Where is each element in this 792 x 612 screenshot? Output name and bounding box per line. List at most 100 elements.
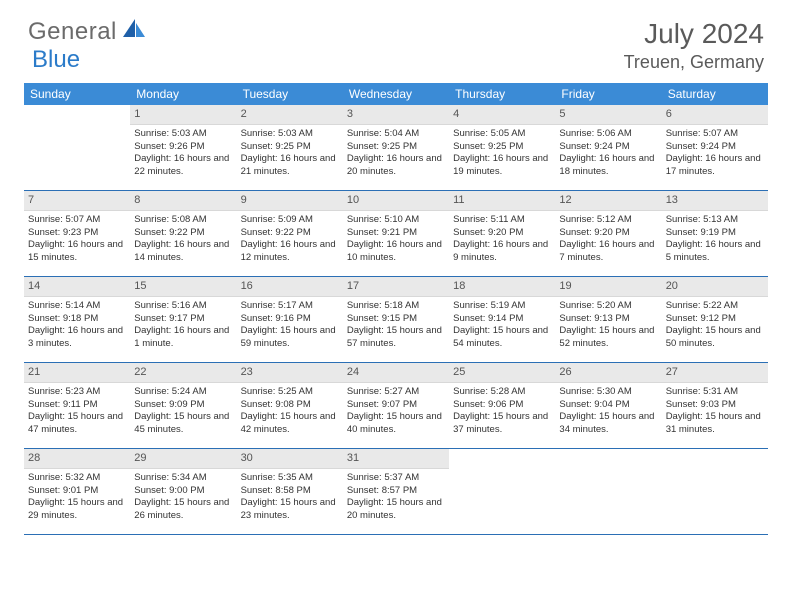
- week-row: 7Sunrise: 5:07 AMSunset: 9:23 PMDaylight…: [24, 191, 768, 277]
- sunset-text: Sunset: 9:08 PM: [241, 399, 339, 412]
- day-info: Sunrise: 5:35 AMSunset: 8:58 PMDaylight:…: [237, 469, 343, 529]
- day-info: Sunrise: 5:28 AMSunset: 9:06 PMDaylight:…: [449, 383, 555, 443]
- day-number: 10: [343, 191, 449, 211]
- sunset-text: Sunset: 9:09 PM: [134, 399, 232, 412]
- day-header-row: SundayMondayTuesdayWednesdayThursdayFrid…: [24, 83, 768, 105]
- day-info: Sunrise: 5:25 AMSunset: 9:08 PMDaylight:…: [237, 383, 343, 443]
- day-info: Sunrise: 5:13 AMSunset: 9:19 PMDaylight:…: [662, 211, 768, 271]
- day-cell: 17Sunrise: 5:18 AMSunset: 9:15 PMDayligh…: [343, 277, 449, 362]
- daylight-text: Daylight: 16 hours and 22 minutes.: [134, 153, 232, 179]
- sunset-text: Sunset: 9:11 PM: [28, 399, 126, 412]
- sunset-text: Sunset: 9:21 PM: [347, 227, 445, 240]
- daylight-text: Daylight: 15 hours and 54 minutes.: [453, 325, 551, 351]
- sunrise-text: Sunrise: 5:19 AM: [453, 300, 551, 313]
- daylight-text: Daylight: 15 hours and 59 minutes.: [241, 325, 339, 351]
- sunrise-text: Sunrise: 5:03 AM: [241, 128, 339, 141]
- day-number: 11: [449, 191, 555, 211]
- day-info: Sunrise: 5:20 AMSunset: 9:13 PMDaylight:…: [555, 297, 661, 357]
- sunset-text: Sunset: 9:16 PM: [241, 313, 339, 326]
- day-info: Sunrise: 5:09 AMSunset: 9:22 PMDaylight:…: [237, 211, 343, 271]
- sunset-text: Sunset: 9:24 PM: [666, 141, 764, 154]
- daylight-text: Daylight: 15 hours and 40 minutes.: [347, 411, 445, 437]
- day-number: 5: [555, 105, 661, 125]
- day-cell: 19Sunrise: 5:20 AMSunset: 9:13 PMDayligh…: [555, 277, 661, 362]
- day-cell: [662, 449, 768, 534]
- daylight-text: Daylight: 16 hours and 10 minutes.: [347, 239, 445, 265]
- sunset-text: Sunset: 9:17 PM: [134, 313, 232, 326]
- sunset-text: Sunset: 9:01 PM: [28, 485, 126, 498]
- day-info: Sunrise: 5:06 AMSunset: 9:24 PMDaylight:…: [555, 125, 661, 185]
- day-cell: 25Sunrise: 5:28 AMSunset: 9:06 PMDayligh…: [449, 363, 555, 448]
- day-cell: 21Sunrise: 5:23 AMSunset: 9:11 PMDayligh…: [24, 363, 130, 448]
- header: General July 2024 Treuen, Germany: [0, 0, 792, 83]
- day-info: Sunrise: 5:07 AMSunset: 9:23 PMDaylight:…: [24, 211, 130, 271]
- location: Treuen, Germany: [624, 52, 764, 73]
- day-number: 15: [130, 277, 236, 297]
- sunrise-text: Sunrise: 5:25 AM: [241, 386, 339, 399]
- day-info: Sunrise: 5:10 AMSunset: 9:21 PMDaylight:…: [343, 211, 449, 271]
- day-cell: 16Sunrise: 5:17 AMSunset: 9:16 PMDayligh…: [237, 277, 343, 362]
- day-info: Sunrise: 5:32 AMSunset: 9:01 PMDaylight:…: [24, 469, 130, 529]
- day-cell: 3Sunrise: 5:04 AMSunset: 9:25 PMDaylight…: [343, 105, 449, 190]
- day-info: Sunrise: 5:34 AMSunset: 9:00 PMDaylight:…: [130, 469, 236, 529]
- sunrise-text: Sunrise: 5:34 AM: [134, 472, 232, 485]
- logo: General: [28, 18, 149, 46]
- sunrise-text: Sunrise: 5:32 AM: [28, 472, 126, 485]
- day-number: 28: [24, 449, 130, 469]
- sunrise-text: Sunrise: 5:09 AM: [241, 214, 339, 227]
- day-cell: 8Sunrise: 5:08 AMSunset: 9:22 PMDaylight…: [130, 191, 236, 276]
- day-cell: 2Sunrise: 5:03 AMSunset: 9:25 PMDaylight…: [237, 105, 343, 190]
- logo-text-general: General: [28, 18, 117, 46]
- sunrise-text: Sunrise: 5:23 AM: [28, 386, 126, 399]
- daylight-text: Daylight: 16 hours and 18 minutes.: [559, 153, 657, 179]
- daylight-text: Daylight: 15 hours and 57 minutes.: [347, 325, 445, 351]
- day-info: Sunrise: 5:04 AMSunset: 9:25 PMDaylight:…: [343, 125, 449, 185]
- day-number: 22: [130, 363, 236, 383]
- sunrise-text: Sunrise: 5:31 AM: [666, 386, 764, 399]
- day-cell: 23Sunrise: 5:25 AMSunset: 9:08 PMDayligh…: [237, 363, 343, 448]
- day-number: 6: [662, 105, 768, 125]
- day-info: Sunrise: 5:18 AMSunset: 9:15 PMDaylight:…: [343, 297, 449, 357]
- sunrise-text: Sunrise: 5:24 AM: [134, 386, 232, 399]
- sunset-text: Sunset: 8:58 PM: [241, 485, 339, 498]
- day-cell: 4Sunrise: 5:05 AMSunset: 9:25 PMDaylight…: [449, 105, 555, 190]
- daylight-text: Daylight: 16 hours and 1 minute.: [134, 325, 232, 351]
- day-info: Sunrise: 5:05 AMSunset: 9:25 PMDaylight:…: [449, 125, 555, 185]
- sunrise-text: Sunrise: 5:12 AM: [559, 214, 657, 227]
- sunset-text: Sunset: 9:03 PM: [666, 399, 764, 412]
- daylight-text: Daylight: 15 hours and 42 minutes.: [241, 411, 339, 437]
- sunset-text: Sunset: 9:15 PM: [347, 313, 445, 326]
- sunset-text: Sunset: 9:00 PM: [134, 485, 232, 498]
- daylight-text: Daylight: 16 hours and 3 minutes.: [28, 325, 126, 351]
- week-row: 28Sunrise: 5:32 AMSunset: 9:01 PMDayligh…: [24, 449, 768, 535]
- day-number: 25: [449, 363, 555, 383]
- day-cell: 28Sunrise: 5:32 AMSunset: 9:01 PMDayligh…: [24, 449, 130, 534]
- day-cell: 15 Sunrise: 5:16 AMSunset: 9:17 PMDayligh…: [130, 277, 236, 362]
- sunset-text: Sunset: 9:04 PM: [559, 399, 657, 412]
- day-header: Wednesday: [343, 87, 449, 101]
- daylight-text: Daylight: 15 hours and 50 minutes.: [666, 325, 764, 351]
- sunset-text: Sunset: 9:13 PM: [559, 313, 657, 326]
- daylight-text: Daylight: 15 hours and 34 minutes.: [559, 411, 657, 437]
- day-number: 23: [237, 363, 343, 383]
- day-cell: 18Sunrise: 5:19 AMSunset: 9:14 PMDayligh…: [449, 277, 555, 362]
- week-row: 21Sunrise: 5:23 AMSunset: 9:11 PMDayligh…: [24, 363, 768, 449]
- sunset-text: Sunset: 9:14 PM: [453, 313, 551, 326]
- sunrise-text: Sunrise: 5:05 AM: [453, 128, 551, 141]
- daylight-text: Daylight: 15 hours and 47 minutes.: [28, 411, 126, 437]
- sunset-text: Sunset: 9:12 PM: [666, 313, 764, 326]
- daylight-text: Daylight: 15 hours and 37 minutes.: [453, 411, 551, 437]
- logo-text-blue: Blue: [32, 46, 80, 73]
- daylight-text: Daylight: 15 hours and 23 minutes.: [241, 497, 339, 523]
- month-title: July 2024: [624, 18, 764, 50]
- sunrise-text: Sunrise: 5:16 AM: [134, 300, 232, 313]
- sunrise-text: Sunrise: 5:07 AM: [28, 214, 126, 227]
- day-number: 18: [449, 277, 555, 297]
- day-info: Sunrise: 5:19 AMSunset: 9:14 PMDaylight:…: [449, 297, 555, 357]
- day-number: 31: [343, 449, 449, 469]
- day-cell: 30Sunrise: 5:35 AMSunset: 8:58 PMDayligh…: [237, 449, 343, 534]
- day-cell: 26Sunrise: 5:30 AMSunset: 9:04 PMDayligh…: [555, 363, 661, 448]
- day-number: 19: [555, 277, 661, 297]
- daylight-text: Daylight: 15 hours and 45 minutes.: [134, 411, 232, 437]
- day-header: Saturday: [662, 87, 768, 101]
